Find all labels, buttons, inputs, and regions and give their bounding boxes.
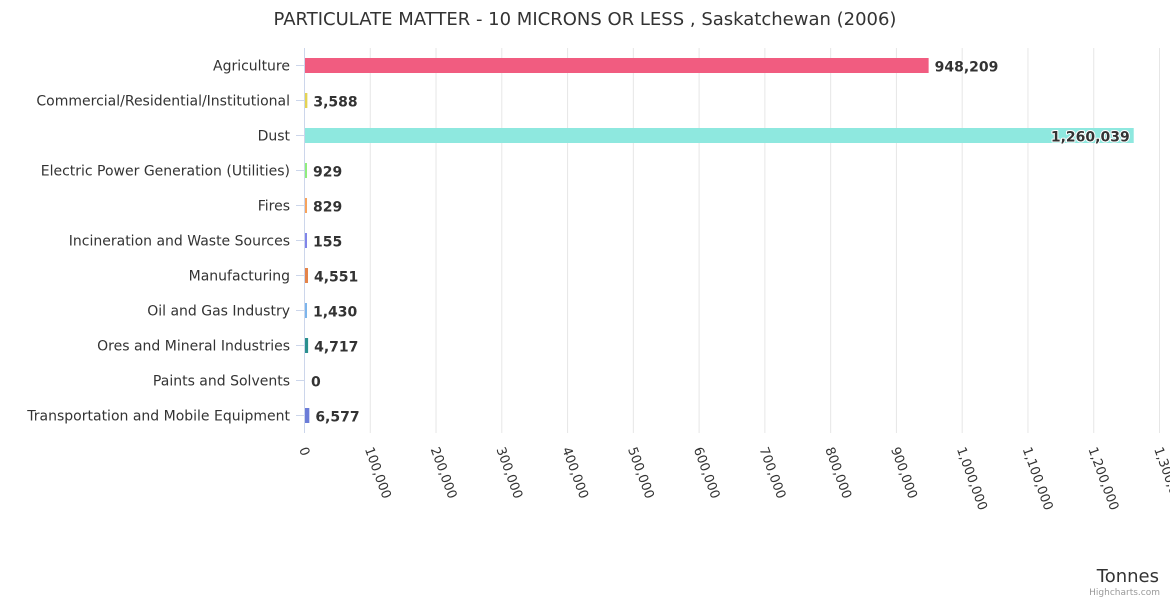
chart-title: PARTICULATE MATTER - 10 MICRONS OR LESS …: [274, 9, 897, 30]
category-label: Commercial/Residential/Institutional: [36, 94, 290, 110]
category-label: Fires: [258, 199, 290, 215]
bar[interactable]: [305, 163, 307, 178]
x-tick-label: 900,000: [887, 445, 919, 501]
data-label: 4,551: [314, 270, 358, 286]
bar[interactable]: [305, 128, 1134, 143]
label-layer: Agriculture 948,209 Commercial/Residential…: [26, 59, 1130, 427]
x-tick-label: 200,000: [427, 445, 459, 501]
x-tick-label: 1,000,000: [953, 445, 990, 512]
bar[interactable]: [305, 233, 307, 248]
x-tick-label: 1,200,000: [1084, 445, 1121, 512]
data-label: 3,588: [313, 95, 357, 111]
data-label: 6,577: [315, 410, 359, 426]
data-label: 929: [313, 165, 342, 181]
bar-layer: [305, 58, 1134, 423]
x-tick-label: 600,000: [690, 445, 722, 501]
bar[interactable]: [305, 268, 308, 283]
category-label: Paints and Solvents: [153, 374, 290, 390]
bar[interactable]: [305, 198, 307, 213]
x-tick-label: 400,000: [558, 445, 590, 501]
x-tick-label: 1,300,000: [1150, 445, 1170, 512]
category-label: Ores and Mineral Industries: [97, 339, 290, 355]
category-label: Transportation and Mobile Equipment: [26, 409, 290, 425]
data-label: 155: [313, 235, 342, 251]
bar[interactable]: [305, 338, 309, 353]
x-tick-label: 100,000: [361, 445, 393, 501]
category-label: Agriculture: [213, 59, 290, 75]
x-tick-label: 700,000: [756, 445, 788, 501]
category-label: Electric Power Generation (Utilities): [41, 164, 290, 180]
x-tick-label: 0: [295, 445, 312, 458]
data-label: 0: [311, 375, 321, 391]
x-tick-label: 1,100,000: [1019, 445, 1056, 512]
data-label: 829: [313, 200, 342, 216]
grid-layer: [296, 48, 1160, 433]
data-label: 948,209: [935, 60, 999, 76]
credits-link[interactable]: Highcharts.com: [1089, 588, 1160, 598]
category-label: Incineration and Waste Sources: [69, 234, 290, 250]
x-axis-title: Tonnes: [1096, 566, 1159, 587]
bar[interactable]: [305, 303, 307, 318]
data-label: 1,260,039: [1051, 130, 1130, 146]
x-tick-label: 500,000: [624, 445, 656, 501]
category-label: Dust: [258, 129, 291, 145]
data-label: 4,717: [314, 340, 358, 356]
category-label: Manufacturing: [189, 269, 290, 285]
bar[interactable]: [305, 93, 308, 108]
bar[interactable]: [305, 58, 929, 73]
x-tick-label: 300,000: [493, 445, 525, 501]
bar[interactable]: [305, 408, 310, 423]
x-tick-label: 800,000: [821, 445, 853, 501]
data-label: 1,430: [313, 305, 358, 321]
category-label: Oil and Gas Industry: [147, 304, 290, 320]
tick-layer: 0 100,000 200,000 300,000 400,000 500,000 600,…: [295, 445, 1170, 512]
